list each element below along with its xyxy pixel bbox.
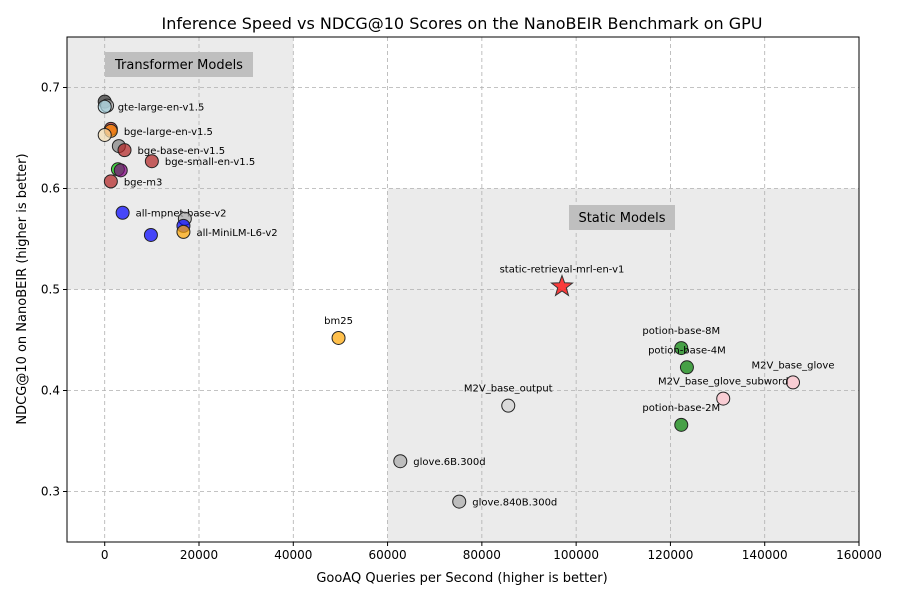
point-label: static-retrieval-mrl-en-v1 (500, 264, 625, 275)
point-label: glove.840B.300d (472, 498, 557, 509)
data-point (103, 174, 118, 189)
plot-area: 0 20000 40000 60000 80000 100000 120000 140000 1… (41, 36, 882, 562)
data-point (115, 205, 130, 220)
x-axis-label: GooAQ Queries per Second (higher is bett… (316, 571, 607, 586)
y-tick-label: 0.4 (41, 384, 60, 398)
point-label: gte-large-en-v1.5 (118, 103, 205, 114)
plot-frame (66, 36, 860, 543)
y-tick-label: 0.5 (41, 283, 60, 297)
y-tick-label: 0.7 (41, 81, 60, 95)
point-label: bm25 (324, 316, 353, 327)
data-point (143, 227, 158, 242)
data-point (117, 143, 132, 158)
point-label: bge-large-en-v1.5 (124, 127, 213, 138)
x-tick-label: 140000 (742, 548, 788, 562)
data-point (786, 375, 800, 390)
data-point (679, 360, 694, 375)
y-tick-label: 0.6 (41, 182, 60, 196)
region-label-box (105, 52, 253, 77)
data-point (331, 330, 346, 345)
x-tick-label: 60000 (368, 548, 406, 562)
x-tick-label: 160000 (836, 548, 882, 562)
data-point (113, 163, 128, 178)
data-point (716, 391, 731, 406)
data-point (674, 417, 689, 432)
data-point (97, 127, 112, 142)
point-label: bge-base-en-v1.5 (138, 146, 226, 157)
x-tick-label: 120000 (648, 548, 694, 562)
x-tick-label: 20000 (180, 548, 218, 562)
point-label: bge-small-en-v1.5 (165, 157, 255, 168)
region-label: Transformer Models (114, 58, 243, 73)
point-label: potion-base-2M (642, 403, 720, 414)
point-label: glove.6B.300d (413, 457, 485, 468)
x-tick-label: 100000 (553, 548, 599, 562)
data-point (452, 494, 467, 509)
chart-title: Inference Speed vs NDCG@10 Scores on the… (161, 14, 762, 33)
point-label: potion-base-8M (642, 326, 720, 337)
region-label-box (569, 205, 675, 230)
data-point (176, 224, 191, 239)
point-label: M2V_base_glove_subword (658, 377, 788, 388)
y-tick-label: 0.3 (41, 485, 60, 499)
data-point-star (550, 274, 574, 297)
point-label: bge-m3 (124, 177, 163, 188)
data-point (144, 154, 159, 169)
region-label: Static Models (578, 211, 665, 226)
data-point (393, 454, 408, 469)
point-label: all-MiniLM-L6-v2 (196, 228, 277, 239)
y-axis-label: NDCG@10 on NanoBEIR (higher is better) (15, 153, 30, 424)
data-point (97, 99, 112, 114)
point-label: potion-base-4M (648, 345, 726, 356)
x-tick-label: 0 (101, 548, 109, 562)
data-point (501, 398, 516, 413)
point-label: M2V_base_output (464, 384, 553, 395)
x-tick-label: 80000 (463, 548, 501, 562)
x-tick-label: 40000 (274, 548, 312, 562)
region-1 (387, 188, 859, 542)
data-point (674, 341, 689, 356)
point-label: M2V_base_glove (752, 360, 835, 371)
